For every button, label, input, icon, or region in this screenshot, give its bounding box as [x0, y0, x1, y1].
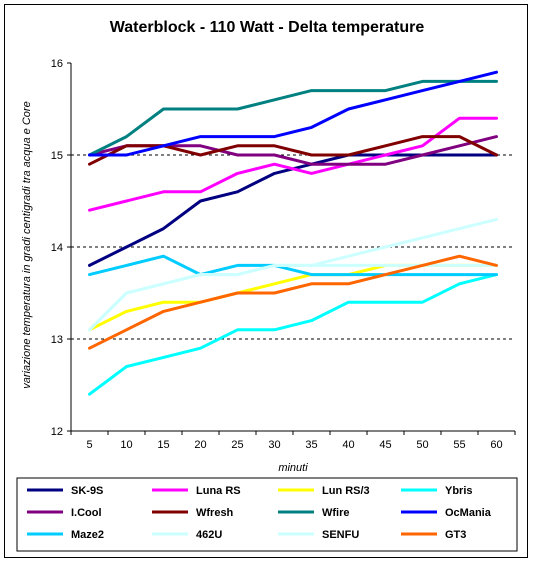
legend-label-462u: 462U	[196, 529, 222, 541]
series-line-luna-rs	[88, 116, 498, 212]
chart-title: Waterblock - 110 Watt - Delta temperatur…	[109, 19, 425, 36]
y-tick-labels: 12 13 14 15 16	[51, 58, 63, 438]
x-tick-label: 30	[268, 439, 280, 451]
x-tick-label: 20	[194, 439, 206, 451]
series-line-gt3	[88, 254, 498, 350]
y-tick-label: 14	[51, 242, 63, 254]
y-axis-label: variazione temperatura in gradi centigra…	[21, 101, 33, 388]
gridlines	[71, 154, 515, 340]
y-tick-label: 12	[51, 426, 63, 438]
legend-label-sk-9s: SK-9S	[71, 485, 103, 497]
x-tick-label: 45	[379, 439, 391, 451]
legend: SK-9S Luna RS Lun RS/3 Ybris I.Cool Wfresh Wfi…	[16, 477, 518, 552]
x-tick-label: 25	[231, 439, 243, 451]
legend-label-luna-rs: Luna RS	[196, 485, 241, 497]
legend-label-lun-rs-3: Lun RS/3	[322, 485, 370, 497]
legend-label-ocmania: OcMania	[445, 507, 492, 519]
x-tick-label: 5	[86, 439, 92, 451]
axes	[67, 62, 516, 435]
series-line-wfire	[88, 79, 498, 157]
series-line-maze2	[88, 254, 498, 277]
y-tick-label: 15	[51, 150, 63, 162]
x-tick-label: 35	[305, 439, 317, 451]
x-tick-label: 55	[453, 439, 465, 451]
x-tick-label: 15	[157, 439, 169, 451]
series-lines	[88, 70, 498, 396]
legend-label-ybris: Ybris	[445, 485, 473, 497]
legend-label-senfu: SENFU	[322, 529, 359, 541]
x-tick-label: 60	[490, 439, 502, 451]
x-tick-labels: 5 10 15 20 25 30 35 40 45 50 55 60	[86, 439, 502, 451]
series-line-senfu	[88, 217, 498, 332]
x-axis-label: minuti	[278, 462, 308, 474]
x-tick-label: 10	[120, 439, 132, 451]
legend-label-wfire: Wfire	[322, 507, 350, 519]
series-line-ybris	[88, 273, 498, 396]
legend-label-gt3: GT3	[445, 529, 466, 541]
series-line-ocmania	[88, 70, 498, 157]
legend-label-wfresh: Wfresh	[196, 507, 234, 519]
legend-label-maze2: Maze2	[71, 529, 104, 541]
y-tick-label: 16	[51, 58, 63, 70]
legend-label-i-cool: I.Cool	[71, 507, 102, 519]
x-tick-label: 40	[342, 439, 354, 451]
y-tick-label: 13	[51, 334, 63, 346]
x-tick-label: 50	[416, 439, 428, 451]
